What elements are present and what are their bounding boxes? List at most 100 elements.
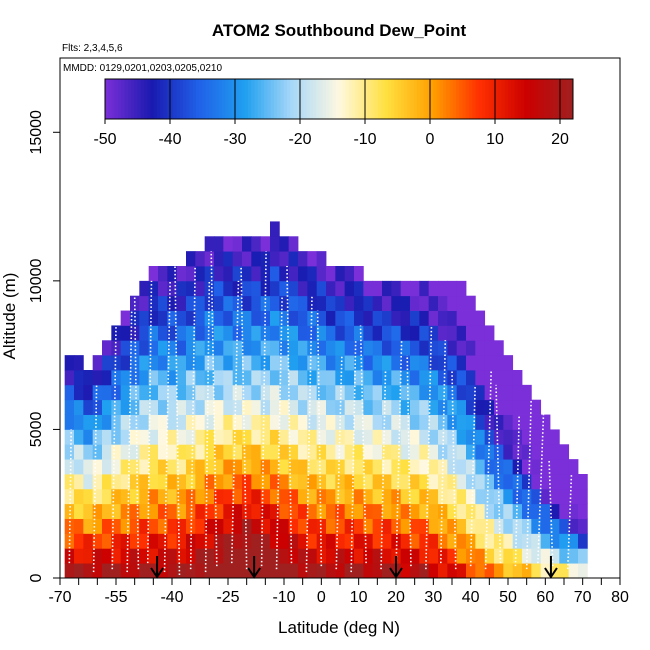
heatmap-cell <box>176 414 187 430</box>
heatmap-cell <box>288 533 299 549</box>
heatmap-cell <box>186 280 196 297</box>
heatmap-cell <box>139 325 150 341</box>
colorbar-swatch <box>319 79 324 119</box>
heatmap-cell <box>400 563 411 578</box>
colorbar-swatch <box>215 79 220 119</box>
heatmap-cell <box>148 429 159 445</box>
heatmap-cell <box>512 459 523 475</box>
heatmap-cell <box>195 444 206 460</box>
heatmap-cell <box>512 563 523 578</box>
heatmap-cell <box>372 459 383 475</box>
heatmap-cell <box>64 503 75 519</box>
heatmap-cell <box>120 503 131 519</box>
heatmap-cell <box>410 399 420 415</box>
heatmap-cell <box>223 533 234 549</box>
heatmap-cell <box>335 325 346 341</box>
heatmap-cell <box>111 340 122 356</box>
heatmap-cell <box>270 340 280 356</box>
heatmap-cell <box>158 518 168 534</box>
heatmap-cell <box>279 310 290 326</box>
heatmap-cell <box>74 459 84 475</box>
flight-profile-line <box>305 295 313 573</box>
heatmap-cell <box>130 518 140 534</box>
heatmap-cell <box>363 429 374 445</box>
heatmap-cell <box>447 474 458 490</box>
heatmap-cell <box>400 518 411 534</box>
colorbar-swatch <box>443 79 447 119</box>
colorbar-swatch <box>394 79 398 119</box>
heatmap-cell <box>242 518 252 534</box>
heatmap-cell <box>186 310 196 326</box>
down-arrow-icon <box>150 556 164 579</box>
heatmap-cell <box>270 488 280 505</box>
heatmap-cell <box>540 414 551 430</box>
heatmap-cell <box>158 370 168 386</box>
flight-profile-line <box>359 325 367 564</box>
heatmap-cell <box>176 295 187 311</box>
heatmap-cell <box>307 488 318 505</box>
heatmap-cell <box>428 355 439 371</box>
heatmap-cell <box>102 563 112 578</box>
heatmap-cell <box>260 370 271 386</box>
heatmap-cell <box>92 399 103 415</box>
heatmap-cell <box>139 310 150 326</box>
heatmap-cell <box>139 488 150 505</box>
heatmap-cell <box>130 429 140 445</box>
heatmap-cell <box>503 533 514 549</box>
heatmap-cell <box>307 251 318 267</box>
heatmap-cell <box>288 503 299 519</box>
colorbar-swatch <box>124 79 129 119</box>
colorbar-swatch <box>465 79 470 119</box>
heatmap-cell <box>223 548 234 564</box>
colorbar-swatch <box>231 79 236 119</box>
heatmap-cell <box>195 251 206 267</box>
heatmap-cell <box>186 340 196 356</box>
colorbar-swatch <box>241 79 246 119</box>
heatmap-cell <box>456 280 467 297</box>
heatmap-cell <box>326 384 336 401</box>
heatmap-cell <box>204 444 215 460</box>
heatmap-cell <box>354 310 364 326</box>
heatmap-cell <box>316 488 327 505</box>
heatmap-cell <box>568 518 579 534</box>
heatmap-cell <box>307 429 318 445</box>
heatmap-cell <box>428 325 439 341</box>
heatmap-cell <box>484 444 495 460</box>
heatmap-cell <box>204 325 215 341</box>
heatmap-cell <box>344 280 355 297</box>
heatmap-cell <box>279 444 290 460</box>
heatmap-cell <box>335 340 346 356</box>
heatmap-cell <box>130 503 140 519</box>
colorbar-swatch <box>547 79 551 119</box>
heatmap-cell <box>326 474 336 490</box>
colorbar-swatch <box>371 79 376 119</box>
heatmap-cell <box>512 429 523 445</box>
heatmap-cell <box>204 518 215 534</box>
heatmap-cell <box>223 266 234 282</box>
heatmap-cell <box>251 399 262 415</box>
x-axis-label: Latitude (deg N) <box>278 618 400 637</box>
heatmap-cell <box>363 370 374 386</box>
heatmap-cell <box>270 384 280 401</box>
heatmap-cell <box>568 533 579 549</box>
colorbar-swatch <box>456 79 460 119</box>
heatmap-cell <box>139 503 150 519</box>
heatmap-cell <box>242 370 252 386</box>
heatmap-cell <box>428 310 439 326</box>
flight-profile-line <box>335 355 343 570</box>
flight-profile-line <box>68 429 72 564</box>
heatmap-cell <box>372 399 383 415</box>
heatmap-cell <box>550 474 560 490</box>
heatmap-cell <box>540 474 551 490</box>
colorbar-swatch <box>517 79 522 119</box>
heatmap-cell <box>102 444 112 460</box>
heatmap-cell <box>251 355 262 371</box>
heatmap-cell <box>447 340 458 356</box>
heatmap-cell <box>522 399 532 415</box>
heatmap-cell <box>92 488 103 505</box>
colorbar-swatch <box>511 79 515 119</box>
heatmap-cell <box>167 548 178 564</box>
heatmap-cell <box>158 488 168 505</box>
heatmap-cell <box>456 563 467 578</box>
heatmap-cell <box>102 384 112 401</box>
